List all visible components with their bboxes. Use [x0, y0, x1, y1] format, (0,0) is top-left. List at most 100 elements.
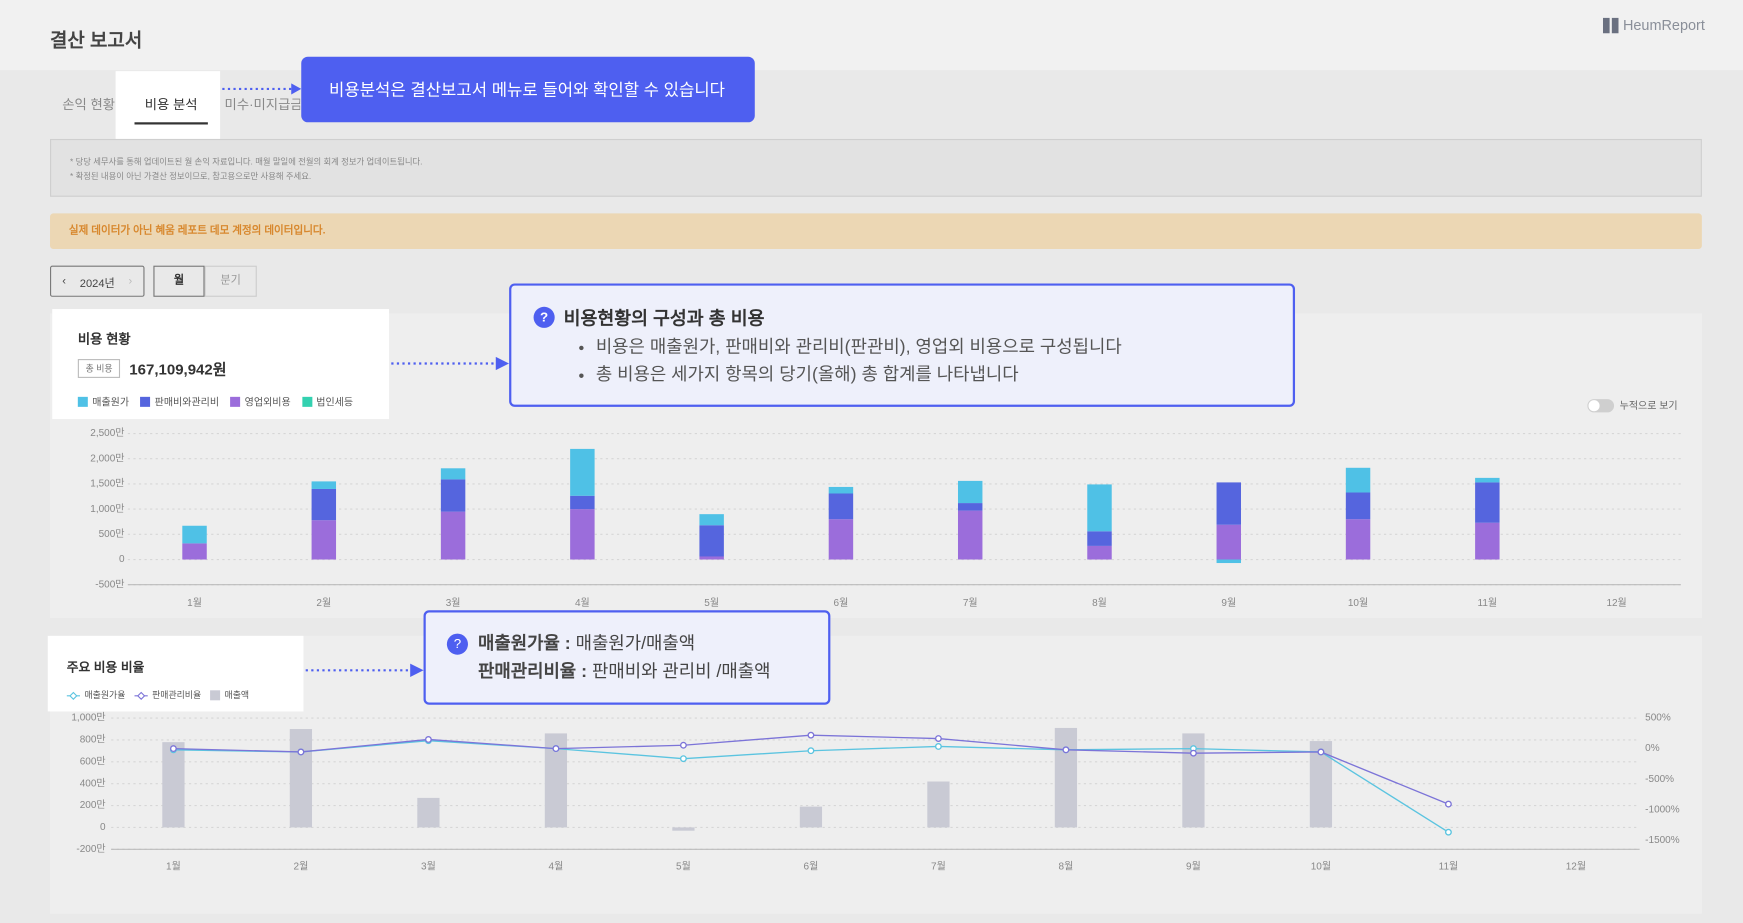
bar: [927, 781, 950, 828]
y2-tick-label: 500%: [1645, 713, 1671, 724]
line-point: [1189, 749, 1197, 757]
period-button[interactable]: 분기: [204, 265, 257, 297]
y2-tick-label: -1000%: [1645, 804, 1680, 815]
logo-text: HeumReport: [1622, 16, 1705, 34]
x-tick-label: 8월: [1059, 861, 1074, 873]
prev-arrow[interactable]: ‹: [62, 275, 66, 288]
bar-segment: [1087, 484, 1112, 532]
toggle-switch[interactable]: [1587, 398, 1615, 412]
legend-item: 매출원가율: [66, 689, 125, 701]
demo-banner: 실제 데이터가 아닌 혜움 레포트 데모 계정의 데이터입니다.: [50, 213, 1702, 250]
x-tick-label: 7월: [963, 597, 978, 609]
tab[interactable]: 손익 현황: [62, 96, 116, 113]
line-point: [1444, 828, 1452, 836]
y2-tick-label: 0%: [1645, 743, 1660, 754]
y-tick-label: 0: [119, 554, 125, 565]
callout-title: 비용현황의 구성과 총 비용: [563, 309, 765, 330]
line-point: [679, 755, 687, 763]
line-point: [1317, 748, 1325, 756]
x-tick-label: 3월: [446, 597, 461, 609]
year-picker[interactable]: ‹ 2024년 ›: [50, 265, 145, 297]
bar-segment: [1216, 559, 1242, 564]
period-button-active[interactable]: 월: [153, 265, 205, 297]
bar-segment: [570, 509, 595, 560]
legend-swatch: [134, 691, 148, 700]
cumulative-toggle[interactable]: 누적으로 보기: [1587, 398, 1678, 412]
bar-segment: [182, 525, 207, 544]
bar-segment: [311, 520, 337, 560]
connectors: [222, 83, 510, 677]
tab-active[interactable]: 비용 분석: [134, 94, 208, 125]
x-tick-label: 11월: [1478, 597, 1498, 609]
next-arrow[interactable]: ›: [128, 275, 133, 288]
ratio-card: [50, 635, 1702, 914]
legend-label: 판매비와관리비: [154, 396, 220, 408]
bar-segment: [1475, 522, 1500, 560]
y-tick-label: 1,000만: [90, 503, 124, 515]
bar-segment: [1345, 467, 1371, 493]
bar-segment: [1345, 492, 1371, 520]
bar-segment: [1216, 482, 1242, 525]
x-tick-label: 4월: [575, 597, 590, 609]
callout-item: 비용은 매출원가, 판매비와 관리비(판관비), 영업외 비용으로 구성됩니다: [596, 333, 1293, 361]
legend-label: 법인세등: [316, 396, 354, 408]
x-tick-label: 5월: [704, 597, 719, 609]
cost-callout: ? 비용현황의 구성과 총 비용 비용은 매출원가, 판매비와 관리비(판관비)…: [509, 283, 1296, 407]
line-point: [934, 743, 942, 750]
x-tick-label: 8월: [1092, 597, 1107, 609]
x-tick-label: 2월: [294, 861, 309, 873]
x-tick-label: 12월: [1606, 597, 1626, 609]
tab[interactable]: 미수·미지급금: [224, 96, 301, 113]
legend-label: 매출액: [224, 690, 250, 701]
ratio-card-header: 주요 비용 비율 매출원가율 판매관리비율 매출액: [47, 635, 304, 712]
y-tick-label: 200만: [80, 799, 106, 811]
bar: [672, 827, 695, 831]
line: [173, 734, 1449, 805]
x-tick-label: 9월: [1221, 597, 1236, 609]
line-point: [1444, 800, 1452, 808]
ratio-callout: ? 매출원가율 : 매출원가/매출액 판매관리비율 : 판매비와 관리비 /매출…: [423, 610, 831, 705]
callout-term: 매출원가율 :: [477, 634, 571, 654]
bar: [799, 806, 823, 828]
x-tick-label: 10월: [1348, 597, 1368, 609]
callout-desc: 매출원가/매출액: [575, 634, 696, 654]
bar-segment: [440, 468, 466, 480]
line-point: [424, 736, 432, 743]
x-tick-label: 12월: [1566, 861, 1586, 873]
total-value: 167,109,942원: [129, 361, 227, 378]
x-tick-label: 1월: [187, 597, 202, 609]
legend-swatch: [301, 396, 312, 407]
bar-segment: [828, 493, 854, 520]
bar-segment: [311, 481, 337, 489]
x-tick-label: 4월: [549, 861, 564, 873]
y-tick-label: 2,500만: [90, 427, 124, 439]
card-title: 비용 현황: [77, 331, 131, 347]
x-tick-label: 11월: [1439, 861, 1459, 873]
callout-item: 총 비용은 세가지 항목의 당기(올해) 총 합계를 나타냅니다: [596, 361, 1293, 389]
y-tick-label: 1,000만: [71, 712, 105, 724]
y-tick-label: -200만: [76, 843, 105, 855]
header-bar: [0, 0, 1743, 71]
y-tick-label: 800만: [80, 734, 106, 746]
x-tick-label: 10월: [1311, 861, 1331, 873]
legend-item: 영업외비용: [230, 395, 291, 409]
help-icon: ?: [446, 633, 468, 655]
card-title: 주요 비용 비율: [66, 661, 145, 675]
legend-swatch: [210, 690, 221, 701]
bar-segment: [311, 488, 337, 521]
legend-item: 판매비와관리비: [140, 395, 219, 409]
x-tick-label: 6월: [804, 861, 819, 873]
legend-swatch: [140, 396, 151, 407]
line-point: [169, 745, 177, 753]
x-tick-label: 5월: [676, 861, 691, 873]
bar: [162, 742, 185, 828]
active-tab-bg: [115, 71, 221, 139]
callout-term: 판매관리비율 :: [477, 662, 588, 682]
bar-segment: [699, 525, 724, 557]
x-tick-label: 1월: [166, 861, 181, 873]
bar-segment: [570, 495, 595, 510]
bar: [1054, 727, 1078, 828]
